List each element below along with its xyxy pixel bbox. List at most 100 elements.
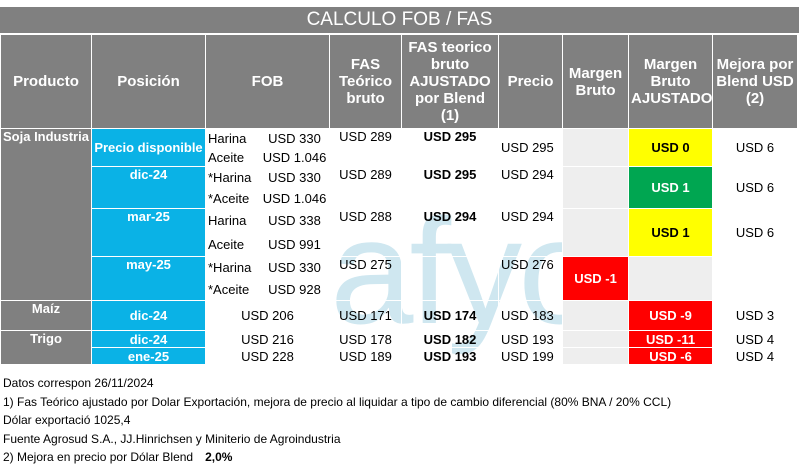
page-title: CALCULO FOB / FAS: [0, 7, 799, 33]
precio-cell: USD 199: [498, 347, 564, 365]
header-fas-teorico: FAS Teórico bruto: [329, 34, 403, 129]
note-fuente: Fuente Agrosud S.A., JJ.Hinrichsen y Min…: [3, 431, 341, 446]
table-row: Trigo dic-24 USD 216 USD 178 USD 182 USD…: [0, 330, 799, 365]
margen-bruto-cell: [562, 128, 630, 167]
product-maiz: Maíz: [0, 300, 92, 331]
margen-ajustado-cell: USD 1: [628, 166, 714, 209]
note-2: 2) Mejora en precio por Dólar Blend 2,0%: [3, 448, 671, 467]
fob-value: USD 991: [258, 232, 331, 257]
note-2-label: 2) Mejora en precio por Dólar Blend: [3, 450, 194, 464]
mejora-cell: USD 6: [712, 128, 799, 167]
table-row: may-25 *Harina USD 330 USD 275 USD 276 U…: [1, 256, 799, 301]
margen-bruto-cell: [562, 347, 630, 365]
mejora-cell: USD 4: [712, 347, 799, 365]
margen-ajustado-cell: USD -11: [628, 330, 714, 348]
table-row: Aceite USD 991: [1, 232, 798, 257]
fas-ajustado-cell: USD 295: [401, 128, 500, 167]
product-trigo: Trigo: [0, 330, 92, 365]
note-datos-date: 26/11/2024: [94, 376, 154, 390]
fob-value: USD 330: [258, 256, 331, 279]
position-cell: Precio disponible: [91, 128, 206, 167]
table-row: Aceite USD 1.046: [1, 147, 798, 167]
margen-ajustado-cell: USD 1: [628, 208, 714, 257]
fob-value: USD 206: [204, 300, 331, 331]
mejora-cell: [712, 256, 799, 301]
note-2-value: 2,0%: [205, 450, 233, 464]
note-datos-label: Datos correspon: [3, 376, 92, 390]
note-1: 1) Fas Teórico ajustado por Dolar Export…: [3, 394, 672, 409]
mejora-cell: USD 3: [712, 300, 799, 331]
header-precio: Precio: [498, 34, 564, 129]
fob-value: USD 330: [258, 128, 331, 148]
note-dolar-export: Dólar exportació 1025,4: [3, 413, 131, 427]
fob-product: *Aceite: [205, 278, 260, 301]
header-producto: Producto: [0, 34, 92, 129]
margen-ajustado-cell: [628, 256, 714, 301]
footnotes: Datos correspon 26/11/2024 1) Fas Teóric…: [3, 374, 671, 467]
position-cell: mar-25: [91, 208, 206, 257]
fob-product: Aceite: [205, 232, 260, 257]
fob-product: *Harina: [205, 256, 260, 279]
mejora-cell: USD 4: [712, 330, 799, 348]
fob-product: Harina: [205, 128, 260, 148]
fas-ajustado-cell: USD 294: [401, 208, 500, 257]
table-row: dic-24 *Harina USD 330 USD 289 USD 295 U…: [1, 166, 799, 209]
table-row: *Aceite USD 928: [1, 278, 798, 301]
margen-ajustado-cell: USD -9: [628, 300, 714, 331]
fob-product: Harina: [205, 208, 260, 233]
table-row: Maíz dic-24 USD 206 USD 171 USD 174 USD …: [0, 300, 799, 331]
header-margen-bruto: Margen Bruto: [562, 34, 630, 129]
fob-value: USD 228: [204, 347, 331, 365]
fas-teorico-cell: USD 171: [329, 300, 403, 331]
header-posicion: Posición: [91, 34, 206, 129]
product-soja: Soja Industria: [0, 128, 92, 301]
margen-ajustado-cell: USD -6: [628, 347, 714, 365]
margen-bruto-cell: [562, 166, 630, 209]
fob-product: *Aceite: [205, 187, 260, 209]
margen-bruto-cell: USD -1: [562, 256, 630, 301]
fas-ajustado-cell: USD 174: [401, 300, 500, 331]
position-cell: dic-24: [91, 330, 206, 348]
fas-teorico-cell: USD 288: [329, 208, 403, 257]
fas-teorico-cell: USD 189: [329, 347, 403, 365]
precio-cell: USD 294: [498, 166, 564, 209]
fob-value: USD 1.046: [258, 187, 331, 209]
fob-product: Aceite: [205, 147, 260, 167]
margen-bruto-cell: [562, 208, 630, 257]
position-cell: ene-25: [91, 347, 206, 365]
fob-value: USD 338: [258, 208, 331, 233]
precio-cell: USD 294: [498, 208, 564, 257]
note-datos: Datos correspon 26/11/2024: [3, 374, 671, 393]
fas-teorico-cell: USD 178: [329, 330, 403, 348]
precio-cell: USD 193: [498, 330, 564, 348]
table-row: ene-25 USD 228 USD 189 USD 193 USD 199 U…: [1, 347, 799, 365]
fas-ajustado-cell: USD 182: [401, 330, 500, 348]
table-row: Soja Industria Precio disponible Harina …: [0, 128, 799, 301]
fas-ajustado-cell: USD 295: [401, 166, 500, 209]
fas-ajustado-cell: USD 193: [401, 347, 500, 365]
position-cell: dic-24: [91, 300, 206, 331]
header-margen-ajustado: Margen Bruto AJUSTADO: [628, 34, 714, 129]
fas-teorico-cell: USD 289: [329, 166, 403, 209]
header-fas-ajustado: FAS teorico bruto AJUSTADO por Blend (1): [401, 34, 500, 129]
header-fob: FOB: [204, 34, 331, 129]
fas-teorico-cell: USD 289: [329, 128, 403, 167]
fob-value: USD 1.046: [258, 147, 331, 167]
fob-fas-table: Producto Posición FOB FAS Teórico bruto …: [0, 34, 799, 365]
fas-ajustado-cell: [401, 256, 500, 301]
fas-teorico-cell: USD 275: [329, 256, 403, 301]
margen-ajustado-cell: USD 0: [628, 128, 714, 167]
mejora-cell: USD 6: [712, 166, 799, 209]
table-row: mar-25 Harina USD 338 USD 288 USD 294 US…: [1, 208, 799, 257]
precio-cell: USD 295: [498, 128, 564, 167]
table-row: *Aceite USD 1.046: [1, 187, 798, 209]
fob-product: *Harina: [205, 166, 260, 188]
position-cell: may-25: [91, 256, 206, 301]
header-mejora-blend: Mejora por Blend USD (2): [712, 34, 799, 129]
fob-value: USD 216: [204, 330, 331, 348]
position-cell: dic-24: [91, 166, 206, 209]
precio-cell: USD 276: [498, 256, 564, 301]
margen-bruto-cell: [562, 300, 630, 331]
fob-value: USD 928: [258, 278, 331, 301]
fob-value: USD 330: [258, 166, 331, 188]
